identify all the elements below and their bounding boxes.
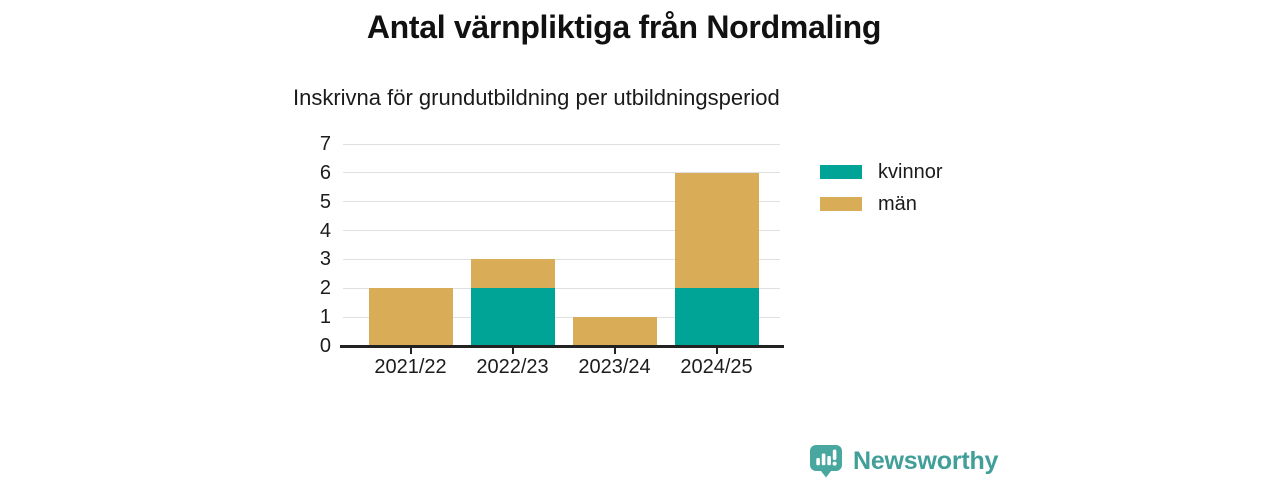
bar-segment-män xyxy=(572,317,657,346)
legend-label: män xyxy=(878,192,917,215)
x-axis-label: 2024/25 xyxy=(680,356,753,378)
legend-item-män: män xyxy=(820,193,942,215)
x-axis-label: 2022/23 xyxy=(476,356,549,378)
y-axis-label: 3 xyxy=(319,248,331,271)
y-axis-label: 4 xyxy=(319,219,331,242)
gridline xyxy=(343,316,780,318)
chart-legend: kvinnor män xyxy=(820,161,942,215)
bar-chart-plot-area: 0 1 2 3 4 5 6 7 2021/22 2022/23 2023/24 2024/25 xyxy=(320,133,784,378)
bar-segment-män xyxy=(368,288,453,346)
x-axis-tick xyxy=(511,347,514,354)
legend-swatch-män xyxy=(820,197,862,211)
legend-item-kvinnor: kvinnor xyxy=(820,161,942,183)
bar-segment-kvinnor xyxy=(470,288,555,346)
x-axis-tick xyxy=(613,347,616,354)
x-axis-tick xyxy=(409,347,412,354)
y-axis-label: 5 xyxy=(319,190,331,213)
chart-subtitle: Inskrivna för grundutbildning per utbild… xyxy=(293,85,780,110)
bar-segment-män xyxy=(674,172,759,289)
gridline xyxy=(343,172,780,174)
y-axis-label: 7 xyxy=(319,133,331,155)
bar-segment-män xyxy=(470,259,555,289)
legend-swatch-kvinnor xyxy=(820,165,862,179)
newsworthy-wordmark: Newsworthy xyxy=(853,446,999,475)
y-axis-label: 2 xyxy=(319,277,331,300)
x-axis-line xyxy=(340,344,784,348)
x-axis-label: 2021/22 xyxy=(374,356,447,378)
legend-label: kvinnor xyxy=(878,160,943,183)
x-axis-tick xyxy=(715,347,718,354)
gridline xyxy=(343,201,780,203)
page-title: Antal värnpliktiga från Nordmaling xyxy=(366,9,882,45)
gridline xyxy=(343,143,780,145)
gridline xyxy=(343,287,780,289)
newsworthy-chart-bubble-icon xyxy=(808,443,844,479)
y-axis-label: 6 xyxy=(319,161,331,184)
newsworthy-logo: Newsworthy xyxy=(808,443,998,479)
bar-segment-kvinnor xyxy=(674,288,759,346)
y-axis-label: 1 xyxy=(319,306,331,329)
y-axis-label: 0 xyxy=(319,335,331,357)
x-axis-label: 2023/24 xyxy=(578,356,651,378)
gridline xyxy=(343,258,780,260)
gridline xyxy=(343,230,780,232)
